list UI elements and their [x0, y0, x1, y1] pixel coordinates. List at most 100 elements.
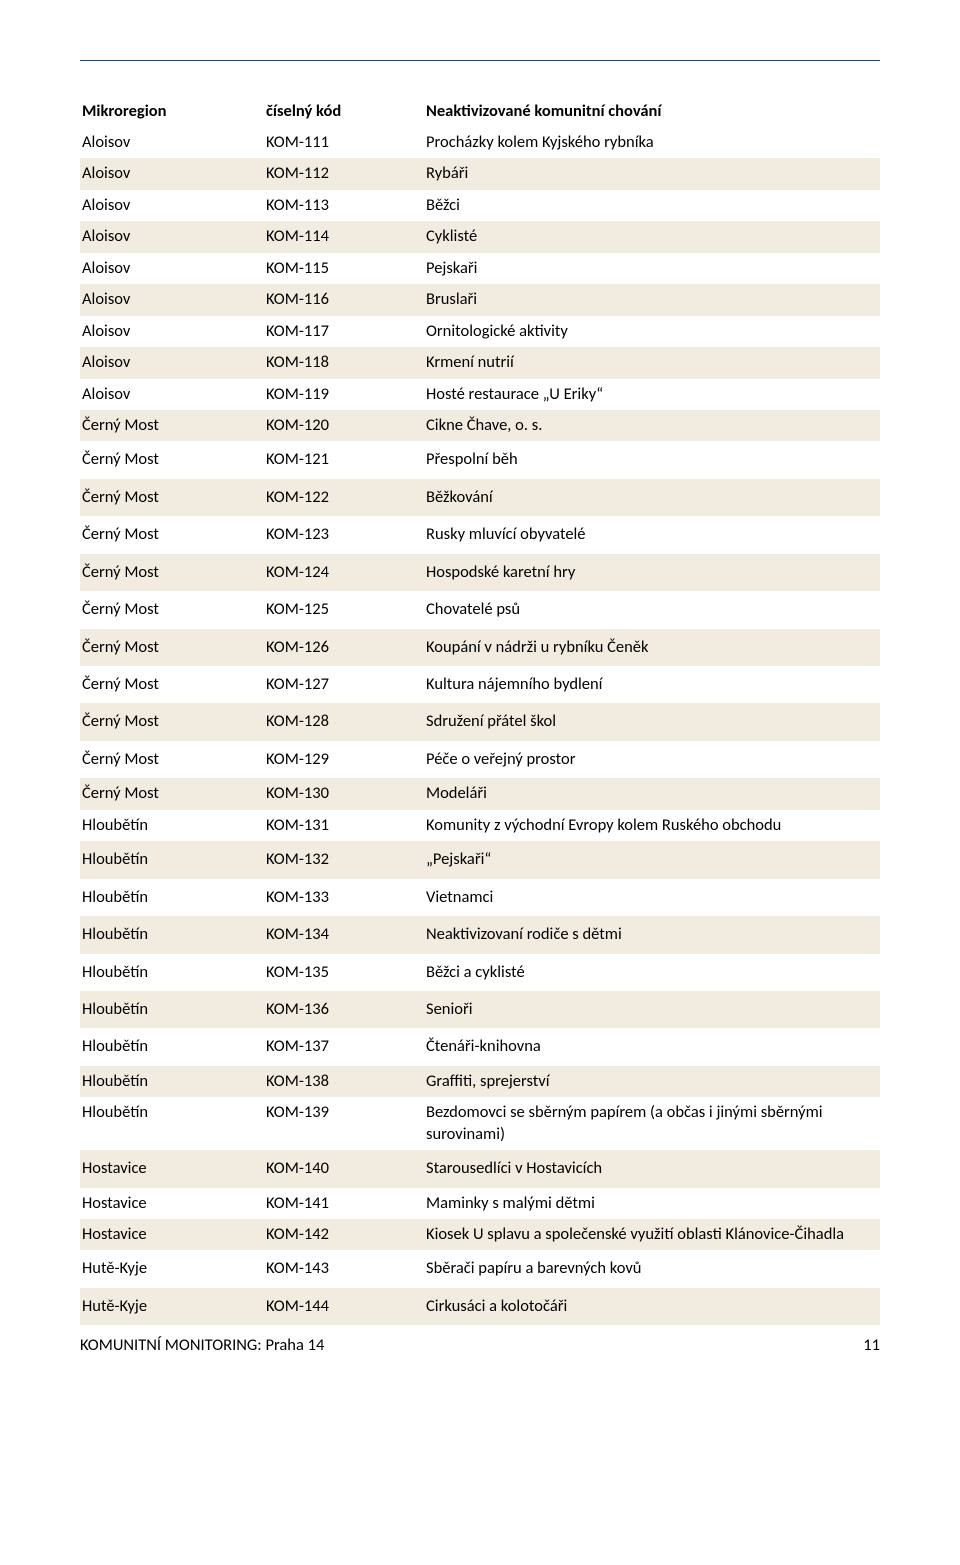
cell-mikroregion: Černý Most: [80, 591, 264, 628]
page-footer: KOMUNITNÍ MONITORING: Praha 14 11: [80, 1335, 880, 1355]
table-row: Černý MostKOM-124Hospodské karetní hry: [80, 554, 880, 591]
table-row: HloubětínKOM-132„Pejskaři“: [80, 841, 880, 878]
table-row: Černý MostKOM-129Péče o veřejný prostor: [80, 741, 880, 778]
table-row: HostaviceKOM-142Kiosek U splavu a společ…: [80, 1219, 880, 1250]
cell-mikroregion: Aloisov: [80, 158, 264, 189]
top-rule: [80, 60, 880, 61]
cell-kod: KOM-140: [264, 1150, 424, 1187]
cell-chovani: Graffiti, sprejerství: [424, 1066, 880, 1097]
cell-chovani: Hosté restaurace „U Eriky“: [424, 379, 880, 410]
header-chovani: Neaktivizované komunitní chování: [424, 97, 880, 127]
table-row: Černý MostKOM-128Sdružení přátel škol: [80, 703, 880, 740]
cell-kod: KOM-141: [264, 1188, 424, 1219]
community-table: Mikroregion číselný kód Neaktivizované k…: [80, 97, 880, 1325]
header-mikroregion: Mikroregion: [80, 97, 264, 127]
cell-mikroregion: Černý Most: [80, 629, 264, 666]
cell-chovani: Sdružení přátel škol: [424, 703, 880, 740]
cell-chovani: Běžkování: [424, 479, 880, 516]
cell-chovani: Rusky mluvící obyvatelé: [424, 516, 880, 553]
cell-mikroregion: Hloubětín: [80, 879, 264, 916]
cell-kod: KOM-113: [264, 190, 424, 221]
cell-chovani: Přespolní běh: [424, 441, 880, 478]
cell-mikroregion: Hutě-Kyje: [80, 1250, 264, 1287]
cell-kod: KOM-114: [264, 221, 424, 252]
cell-chovani: Senioři: [424, 991, 880, 1028]
table-row: AloisovKOM-118Krmení nutrií: [80, 347, 880, 378]
cell-chovani: Hospodské karetní hry: [424, 554, 880, 591]
cell-mikroregion: Černý Most: [80, 479, 264, 516]
table-row: AloisovKOM-115Pejskaři: [80, 253, 880, 284]
cell-kod: KOM-128: [264, 703, 424, 740]
cell-mikroregion: Aloisov: [80, 284, 264, 315]
cell-chovani: Bruslaři: [424, 284, 880, 315]
cell-kod: KOM-116: [264, 284, 424, 315]
table-row: HloubětínKOM-131Komunity z východní Evro…: [80, 810, 880, 841]
cell-mikroregion: Černý Most: [80, 441, 264, 478]
table-row: HloubětínKOM-136Senioři: [80, 991, 880, 1028]
cell-mikroregion: Černý Most: [80, 666, 264, 703]
cell-kod: KOM-118: [264, 347, 424, 378]
cell-chovani: Koupání v nádrži u rybníku Čeněk: [424, 629, 880, 666]
cell-mikroregion: Hloubětín: [80, 1097, 264, 1150]
cell-kod: KOM-124: [264, 554, 424, 591]
table-row: HloubětínKOM-133Vietnamci: [80, 879, 880, 916]
table-row: Černý MostKOM-127Kultura nájemního bydle…: [80, 666, 880, 703]
cell-mikroregion: Černý Most: [80, 516, 264, 553]
cell-mikroregion: Hloubětín: [80, 810, 264, 841]
cell-chovani: Kultura nájemního bydlení: [424, 666, 880, 703]
cell-kod: KOM-134: [264, 916, 424, 953]
cell-chovani: Cikne Čhave, o. s.: [424, 410, 880, 441]
cell-mikroregion: Černý Most: [80, 554, 264, 591]
table-row: AloisovKOM-119Hosté restaurace „U Eriky“: [80, 379, 880, 410]
cell-chovani: Sběrači papíru a barevných kovů: [424, 1250, 880, 1287]
table-row: Černý MostKOM-125Chovatelé psů: [80, 591, 880, 628]
cell-chovani: „Pejskaři“: [424, 841, 880, 878]
table-row: Hutě-KyjeKOM-144Cirkusáci a kolotočáři: [80, 1288, 880, 1325]
cell-chovani: Ornitologické aktivity: [424, 316, 880, 347]
cell-chovani: Rybáři: [424, 158, 880, 189]
cell-chovani: Procházky kolem Kyjského rybníka: [424, 127, 880, 158]
table-row: HloubětínKOM-138Graffiti, sprejerství: [80, 1066, 880, 1097]
table-row: AloisovKOM-116Bruslaři: [80, 284, 880, 315]
cell-kod: KOM-133: [264, 879, 424, 916]
cell-mikroregion: Hloubětín: [80, 991, 264, 1028]
table-row: Černý MostKOM-126Koupání v nádrži u rybn…: [80, 629, 880, 666]
cell-kod: KOM-132: [264, 841, 424, 878]
cell-mikroregion: Aloisov: [80, 221, 264, 252]
cell-mikroregion: Aloisov: [80, 190, 264, 221]
cell-kod: KOM-129: [264, 741, 424, 778]
cell-chovani: Cyklisté: [424, 221, 880, 252]
table-row: Hutě-KyjeKOM-143Sběrači papíru a barevný…: [80, 1250, 880, 1287]
cell-mikroregion: Aloisov: [80, 127, 264, 158]
cell-kod: KOM-144: [264, 1288, 424, 1325]
table-row: HostaviceKOM-141Maminky s malými dětmi: [80, 1188, 880, 1219]
cell-kod: KOM-137: [264, 1028, 424, 1065]
table-row: AloisovKOM-113Běžci: [80, 190, 880, 221]
cell-chovani: Krmení nutrií: [424, 347, 880, 378]
table-row: Černý MostKOM-123Rusky mluvící obyvatelé: [80, 516, 880, 553]
cell-kod: KOM-127: [264, 666, 424, 703]
cell-kod: KOM-121: [264, 441, 424, 478]
cell-mikroregion: Černý Most: [80, 778, 264, 809]
cell-chovani: Maminky s malými dětmi: [424, 1188, 880, 1219]
cell-mikroregion: Hloubětín: [80, 1066, 264, 1097]
table-row: HloubětínKOM-134Neaktivizovaní rodiče s …: [80, 916, 880, 953]
table-row: HloubětínKOM-139Bezdomovci se sběrným pa…: [80, 1097, 880, 1150]
cell-kod: KOM-117: [264, 316, 424, 347]
cell-mikroregion: Aloisov: [80, 379, 264, 410]
cell-chovani: Bezdomovci se sběrným papírem (a občas i…: [424, 1097, 880, 1150]
cell-kod: KOM-125: [264, 591, 424, 628]
cell-kod: KOM-131: [264, 810, 424, 841]
cell-chovani: Čtenáři-knihovna: [424, 1028, 880, 1065]
page-number: 11: [863, 1335, 880, 1355]
cell-chovani: Kiosek U splavu a společenské využití ob…: [424, 1219, 880, 1250]
table-row: Černý MostKOM-120Cikne Čhave, o. s.: [80, 410, 880, 441]
table-body: AloisovKOM-111Procházky kolem Kyjského r…: [80, 127, 880, 1325]
cell-kod: KOM-130: [264, 778, 424, 809]
cell-mikroregion: Hutě-Kyje: [80, 1288, 264, 1325]
cell-kod: KOM-122: [264, 479, 424, 516]
cell-kod: KOM-119: [264, 379, 424, 410]
cell-chovani: Modeláři: [424, 778, 880, 809]
cell-chovani: Běžci a cyklisté: [424, 954, 880, 991]
cell-mikroregion: Aloisov: [80, 316, 264, 347]
